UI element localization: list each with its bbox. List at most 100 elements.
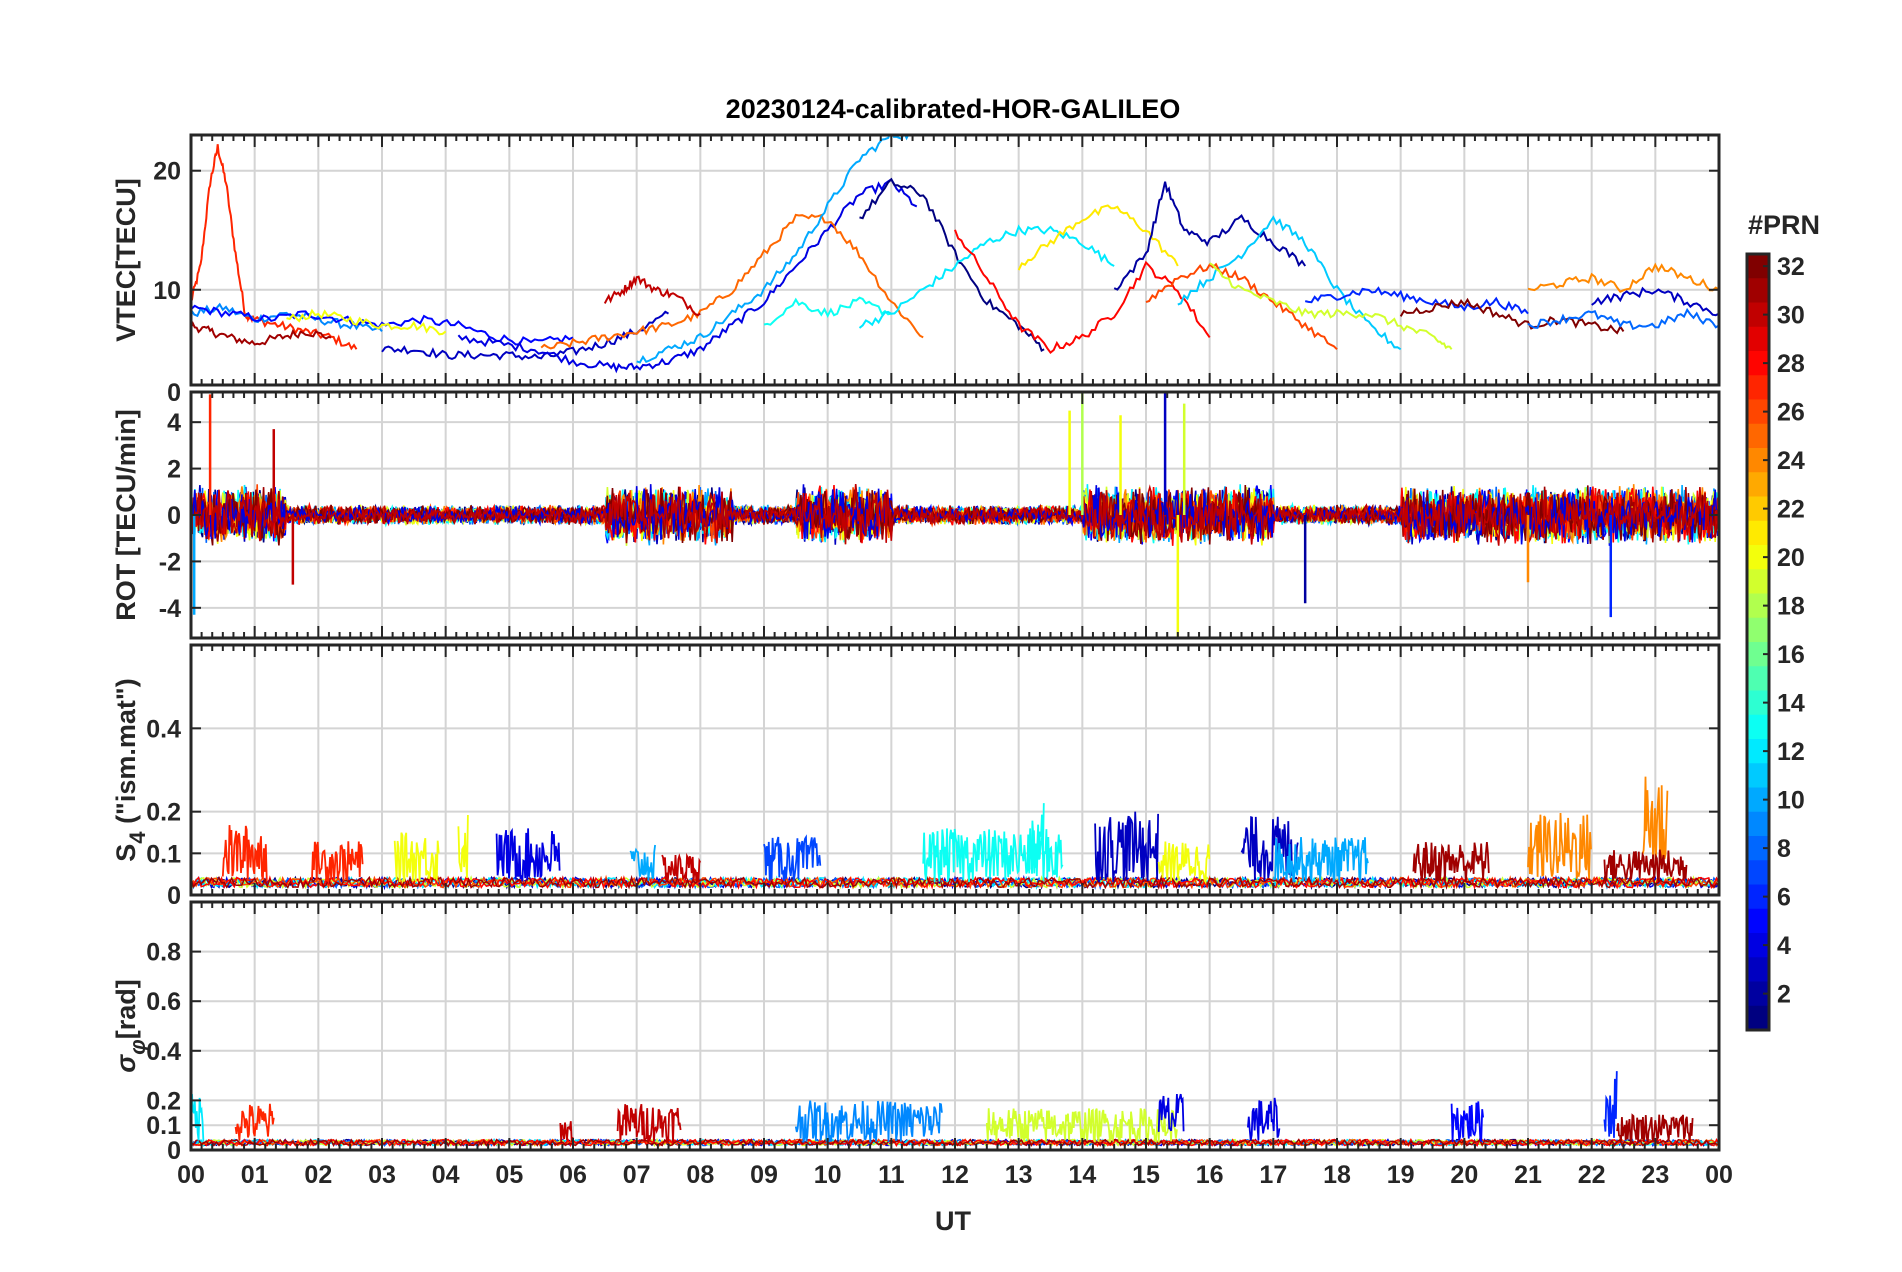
x-tick-label: 04 bbox=[432, 1161, 460, 1189]
colorbar-label: #PRN bbox=[1748, 210, 1820, 240]
colorbar-bin bbox=[1747, 933, 1769, 958]
panel-vtec: 20 10 VTEC[TECU] bbox=[111, 133, 1721, 387]
colorbar-bin bbox=[1747, 617, 1769, 643]
y-tick-label: 0.2 bbox=[146, 1087, 181, 1115]
y-tick-label: -2 bbox=[159, 548, 181, 576]
series-prn-9 bbox=[191, 302, 383, 333]
y-tick-label: 0.4 bbox=[146, 1038, 181, 1066]
colorbar-tick-label: 10 bbox=[1777, 787, 1805, 815]
colorbar-tick-label: 16 bbox=[1777, 641, 1805, 669]
burst-prn-9 bbox=[794, 1100, 943, 1143]
burst-prn-7 bbox=[763, 834, 822, 882]
series-prn-28 bbox=[954, 229, 1211, 355]
y-axis-label: S4 ("ism.mat") bbox=[111, 678, 150, 861]
series-prn-27 bbox=[191, 144, 358, 351]
x-tick-label: 17 bbox=[1259, 1161, 1287, 1189]
series-prn-12 bbox=[858, 224, 1115, 329]
y-tick-label: 2 bbox=[167, 456, 181, 484]
series-prn-32 bbox=[1399, 297, 1625, 335]
x-tick-label: 11 bbox=[878, 1161, 905, 1189]
colorbar-bin bbox=[1747, 496, 1769, 522]
y-axis-label: σφ[rad] bbox=[111, 979, 150, 1072]
x-tick-label: 19 bbox=[1387, 1161, 1415, 1189]
y-axis-label-part: ("ism.mat") bbox=[111, 678, 141, 831]
burst-prn-31 bbox=[1412, 841, 1490, 882]
x-tick-label: 01 bbox=[241, 1161, 269, 1189]
y-tick-label: 0.6 bbox=[146, 988, 181, 1016]
x-tick-label: 13 bbox=[1005, 1161, 1033, 1189]
colorbar-bin bbox=[1747, 714, 1769, 740]
colorbar-tick-label: 22 bbox=[1777, 496, 1805, 524]
burst-prn-6 bbox=[1603, 1071, 1618, 1138]
series-prn-20 bbox=[286, 308, 447, 336]
series-prn-3 bbox=[1591, 286, 1719, 317]
burst-prn-31 bbox=[1603, 849, 1688, 883]
panel-rot: 4 2 0 -2 -4 0 ROT [TECU/min] bbox=[111, 379, 1721, 640]
series-prn-19 bbox=[1209, 262, 1453, 350]
x-axis: 00 01 02 03 04 05 06 07 08 09 10 11 12 13 14 15 16 17 18 19… bbox=[177, 1161, 1733, 1189]
burst-prn-24 bbox=[1527, 812, 1592, 879]
colorbar-bin bbox=[1747, 690, 1769, 716]
series-prn-24 bbox=[1527, 262, 1719, 293]
x-tick-label: 06 bbox=[559, 1161, 587, 1189]
colorbar-bin bbox=[1747, 1005, 1769, 1031]
x-tick-label: 08 bbox=[686, 1161, 714, 1189]
y-tick-label: 0.1 bbox=[146, 1112, 181, 1140]
colorbar-bin bbox=[1747, 593, 1769, 619]
colorbar-bin bbox=[1747, 278, 1769, 303]
x-tick-label: 07 bbox=[623, 1161, 651, 1189]
chart-title: 20230124-calibrated-HOR-GALILEO bbox=[726, 94, 1181, 124]
y-axis-label-part: σ bbox=[111, 1054, 141, 1073]
y-tick-label: 0 bbox=[167, 379, 181, 407]
x-tick-label: 23 bbox=[1641, 1161, 1669, 1189]
y-tick-label: 0 bbox=[167, 882, 181, 910]
y-tick-label: -4 bbox=[159, 595, 181, 623]
burst-prn-20 bbox=[457, 814, 469, 879]
colorbar-bin bbox=[1747, 836, 1769, 861]
colorbar-tick-label: 4 bbox=[1777, 932, 1791, 960]
series-prn-8 bbox=[1527, 307, 1719, 331]
colorbar-bin bbox=[1747, 739, 1769, 764]
series-prn-3 bbox=[381, 310, 669, 361]
y-tick-label: 0.1 bbox=[146, 840, 181, 868]
panel-data bbox=[191, 135, 1719, 374]
colorbar-tick-label: 8 bbox=[1777, 835, 1791, 863]
x-tick-label: 03 bbox=[368, 1161, 396, 1189]
colorbar-bin bbox=[1747, 302, 1769, 328]
burst-prn-12 bbox=[191, 1093, 205, 1142]
series-prn-5 bbox=[191, 304, 574, 346]
colorbar-frame bbox=[1745, 252, 1771, 1032]
colorbar-bin bbox=[1747, 787, 1769, 813]
series-prn-4 bbox=[457, 178, 918, 374]
burst-prn-4 bbox=[1157, 1093, 1185, 1132]
series-prn-30 bbox=[603, 275, 701, 317]
series-prn-10 bbox=[636, 135, 917, 364]
colorbar-bin bbox=[1747, 326, 1769, 352]
colorbar-tick-label: 26 bbox=[1777, 399, 1805, 427]
series-prn-26 bbox=[1145, 262, 1338, 351]
y-tick-label: 0 bbox=[167, 1137, 181, 1165]
colorbar-bin bbox=[1747, 763, 1769, 788]
colorbar-bin bbox=[1747, 860, 1769, 885]
colorbar-bin bbox=[1747, 545, 1769, 570]
colorbar-tick-label: 24 bbox=[1777, 447, 1805, 475]
burst-prn-13 bbox=[1030, 803, 1045, 874]
burst-prn-4 bbox=[1247, 1097, 1281, 1141]
colorbar-tick-label: 30 bbox=[1777, 302, 1805, 330]
burst-prn-30 bbox=[559, 1121, 574, 1143]
burst-prn-31 bbox=[1616, 1113, 1694, 1145]
burst-prn-10 bbox=[1272, 837, 1369, 883]
y-tick-label: 4 bbox=[167, 409, 181, 437]
y-tick-label: 10 bbox=[153, 277, 181, 305]
burst-prn-30 bbox=[661, 852, 702, 883]
colorbar-tick-label: 6 bbox=[1777, 884, 1791, 912]
colorbar-bin bbox=[1747, 884, 1769, 910]
y-tick-label: 20 bbox=[153, 158, 181, 186]
series-prn-6 bbox=[1304, 286, 1529, 315]
y-axis-label: ROT [TECU/min] bbox=[111, 409, 141, 620]
x-tick-label: 12 bbox=[941, 1161, 969, 1189]
panel-sigma_phi: 0.8 0.6 0.4 0.20.10 σφ[rad] bbox=[111, 900, 1721, 1165]
x-tick-label: 14 bbox=[1068, 1161, 1096, 1189]
burst-prn-3 bbox=[1094, 811, 1159, 883]
